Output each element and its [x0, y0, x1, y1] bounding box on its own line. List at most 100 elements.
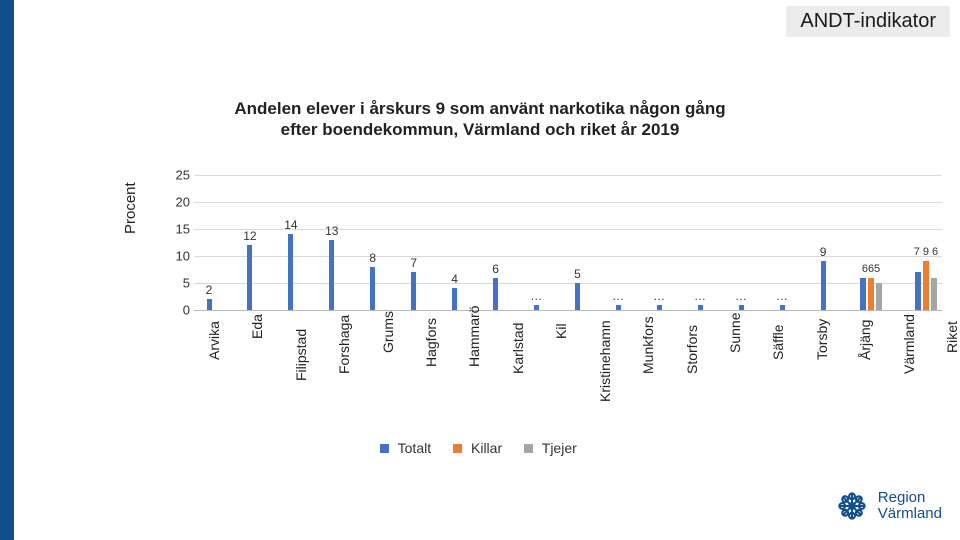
bar — [411, 272, 416, 310]
legend-item-killar: Killar — [453, 440, 502, 456]
bar — [860, 278, 866, 310]
x-tick-label: Karlstad — [510, 323, 526, 374]
x-tick-label: Storfors — [684, 325, 700, 374]
brand-logo: Region Värmland — [834, 488, 942, 524]
ytick-10: 10 — [168, 249, 190, 264]
legend-label-tjejer: Tjejer — [542, 440, 577, 456]
legend-label-killar: Killar — [471, 440, 502, 456]
bar — [370, 267, 375, 310]
bar-group: … — [611, 202, 625, 310]
value-label: … — [653, 289, 666, 303]
bar — [575, 283, 580, 310]
x-tick-label: Grums — [380, 311, 396, 353]
chart-plot: 25 20 15 10 5 0 21214138746…5……………96657 … — [172, 175, 942, 310]
value-label: 9 — [820, 245, 827, 259]
ytick-5: 5 — [168, 276, 190, 291]
x-tick-label: Kil — [553, 323, 569, 339]
brand-line1: Region — [878, 489, 926, 506]
bar — [868, 278, 874, 310]
value-label: 14 — [284, 218, 297, 232]
value-label: 4 — [451, 272, 458, 286]
bar-group: 5 — [570, 202, 584, 310]
bar — [739, 305, 744, 310]
bar-group: 12 — [243, 202, 257, 310]
value-label: … — [694, 289, 707, 303]
value-label: 12 — [243, 229, 256, 243]
value-label: … — [530, 289, 543, 303]
bar-group: 13 — [325, 202, 339, 310]
x-tick-label: Säffle — [770, 324, 786, 360]
bar-group: 9 — [816, 202, 830, 310]
x-tick-label: Torsby — [814, 319, 830, 360]
gridline-25 — [194, 175, 942, 176]
left-stripe — [0, 0, 14, 540]
bar — [493, 278, 498, 310]
bar-group: 7 9 6 — [912, 202, 940, 310]
legend-swatch-tjejer — [524, 444, 533, 453]
ytick-0: 0 — [168, 303, 190, 318]
value-label: 7 9 6 — [914, 246, 938, 258]
y-axis-label: Procent — [122, 182, 139, 234]
value-label: 6 — [492, 262, 499, 276]
ytick-20: 20 — [168, 195, 190, 210]
value-label: 13 — [325, 224, 338, 238]
bar — [821, 261, 826, 310]
x-tick-label: Sunne — [727, 313, 743, 353]
bar-group: 14 — [284, 202, 298, 310]
bar — [452, 288, 457, 310]
x-tick-label: Hammarö — [466, 306, 482, 367]
x-tick-label: Munkfors — [640, 316, 656, 374]
bar — [247, 245, 252, 310]
bar-group: … — [693, 202, 707, 310]
ytick-25: 25 — [168, 168, 190, 183]
gridline-0 — [194, 310, 942, 311]
brand-text: Region Värmland — [878, 490, 942, 522]
bar-group: … — [530, 202, 544, 310]
brand-line2: Värmland — [878, 505, 942, 522]
bar — [931, 278, 937, 310]
x-tick-label: Eda — [249, 314, 265, 339]
bar-group: 6 — [489, 202, 503, 310]
value-label: 5 — [574, 267, 581, 281]
page: ANDT-indikator Andelen elever i årskurs … — [0, 0, 960, 540]
bar — [616, 305, 621, 310]
x-tick-label: Hagfors — [423, 318, 439, 367]
legend-item-totalt: Totalt — [380, 440, 431, 456]
x-tick-label: Värmland — [901, 314, 917, 374]
bar-group: … — [652, 202, 666, 310]
indicator-badge: ANDT-indikator — [786, 6, 950, 37]
bar-group: … — [734, 202, 748, 310]
x-tick-label: Årjäng — [857, 320, 873, 360]
value-label: … — [776, 289, 789, 303]
bar-group: 4 — [448, 202, 462, 310]
bar — [534, 305, 539, 310]
bar — [288, 234, 293, 310]
x-tick-label: Filipstad — [293, 329, 309, 381]
legend-item-tjejer: Tjejer — [524, 440, 577, 456]
ytick-15: 15 — [168, 222, 190, 237]
bar-groups: 2 12 14 13 8 7 4 6 … 5 … … … … … 9 665 7 9 6 — [200, 202, 942, 310]
bar-group: 2 — [202, 202, 216, 310]
bar-group: 7 — [407, 202, 421, 310]
bar-group: 8 — [366, 202, 380, 310]
bar — [698, 305, 703, 310]
bar-group: … — [775, 202, 789, 310]
bar — [329, 240, 334, 310]
legend-label-totalt: Totalt — [398, 440, 431, 456]
x-tick-label: Kristinehamn — [597, 320, 613, 402]
bar — [923, 261, 929, 310]
chart-legend: Totalt Killar Tjejer — [380, 440, 577, 456]
bar-group: 665 — [857, 202, 885, 310]
bar — [207, 299, 212, 310]
value-label: … — [612, 289, 625, 303]
legend-swatch-totalt — [380, 444, 389, 453]
bar — [876, 283, 882, 310]
value-label: 2 — [206, 283, 213, 297]
value-label: 665 — [862, 263, 880, 275]
x-tick-label: Arvika — [206, 321, 222, 360]
chart-title: Andelen elever i årskurs 9 som använt na… — [180, 98, 780, 141]
value-label: 7 — [410, 256, 417, 270]
bar — [657, 305, 662, 310]
value-label: 8 — [369, 251, 376, 265]
x-axis-labels: ArvikaEdaFilipstadForshagaGrumsHagforsHa… — [200, 316, 942, 436]
